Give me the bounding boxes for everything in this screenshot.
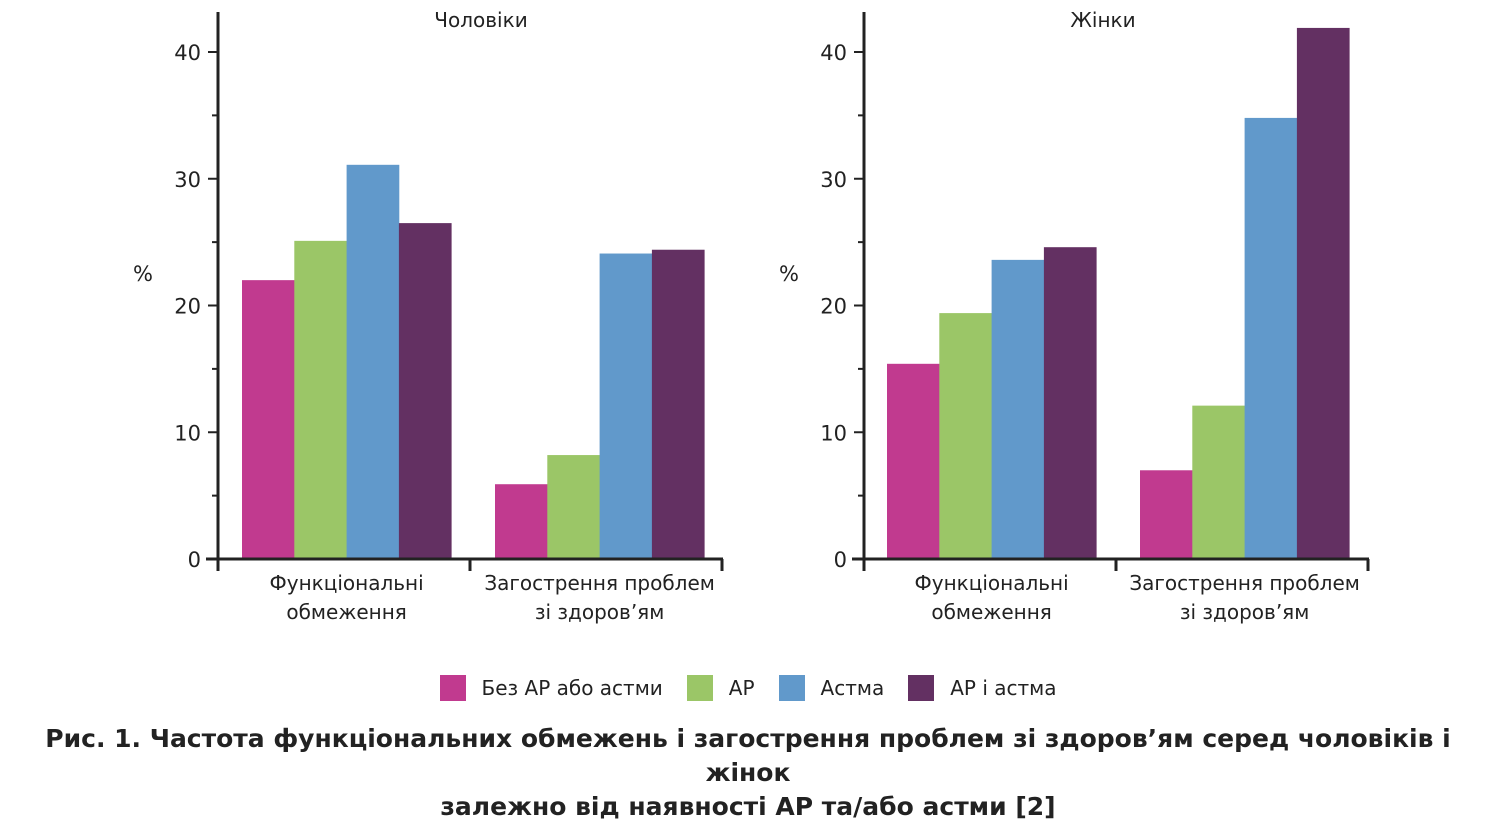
charts-canvas: 0 10 20 30 40 Функціональні обмеження Загострен… <box>133 8 1370 624</box>
category-label-women-health-exacerbation-line-1: Загострення проблем <box>1129 571 1360 595</box>
bar-men-health-exacerbation-no-ar-no-asthma <box>495 484 548 559</box>
figure-caption: Рис. 1. Частота функціональних обмежень … <box>0 722 1496 824</box>
chart-women: 0 10 20 30 40 Функціональні обмеження Загострен… <box>779 8 1370 624</box>
bar-men-health-exacerbation-ar <box>547 455 600 559</box>
bar-women-health-exacerbation-asthma <box>1244 117 1298 559</box>
y-tick-label-women-40: 40 <box>820 41 847 65</box>
y-tick-label-men-30: 30 <box>174 168 201 192</box>
category-label-men-functional-limitations-line-2: обмеження <box>286 600 406 624</box>
bar-women-health-exacerbation-no-ar-no-asthma <box>1140 470 1193 559</box>
category-label-women-health-exacerbation-line-2: зі здоров’ям <box>1180 600 1309 624</box>
legend-item-no-ar-no-asthma: Без АР або астми <box>439 675 663 701</box>
category-label-men-health-exacerbation-line-1: Загострення проблем <box>484 571 715 595</box>
bar-women-health-exacerbation-ar <box>1192 405 1245 559</box>
bar-women-functional-limitations-ar <box>939 313 992 559</box>
legend-swatch-asthma <box>778 675 805 701</box>
legend-swatch-ar-and-asthma <box>908 675 935 701</box>
legend-swatch-ar <box>686 675 713 701</box>
y-tick-label-men-10: 10 <box>174 421 201 445</box>
figure-caption-line-2: залежно від наявності АР та/або астми [2… <box>440 792 1056 821</box>
chart-title-men: Чоловіки <box>434 8 527 32</box>
y-tick-label-women-10: 10 <box>820 421 847 445</box>
category-label-women-functional-limitations-line-2: обмеження <box>931 600 1051 624</box>
y-tick-label-women-0: 0 <box>834 548 847 572</box>
category-label-women-functional-limitations-line-1: Функціональні <box>915 571 1069 595</box>
bar-men-functional-limitations-ar-and-asthma <box>398 223 452 560</box>
y-axis-label-women: % <box>779 262 799 286</box>
legend-label-asthma: Астма <box>820 676 885 700</box>
bar-women-functional-limitations-ar-and-asthma <box>1043 247 1097 559</box>
bar-men-functional-limitations-ar <box>294 240 347 560</box>
legend-label-ar: АР <box>728 676 755 700</box>
legend-label-ar-and-asthma: АР і астма <box>950 676 1057 700</box>
bar-men-health-exacerbation-asthma <box>599 253 653 559</box>
bar-men-functional-limitations-asthma <box>346 164 400 559</box>
category-label-men-functional-limitations-line-1: Функціональні <box>270 571 424 595</box>
y-tick-label-men-0: 0 <box>188 548 201 572</box>
y-axis-label-men: % <box>133 262 153 286</box>
category-label-men-health-exacerbation-line-2: зі здоров’ям <box>535 600 664 624</box>
legend-swatch-no-ar-no-asthma <box>439 675 466 701</box>
y-tick-label-women-20: 20 <box>820 295 847 319</box>
legend: Без АР або астми АР Астма АР і астма <box>0 670 1496 706</box>
chart-men: 0 10 20 30 40 Функціональні обмеження Загострен… <box>133 8 724 624</box>
legend-item-asthma: Астма <box>778 675 885 701</box>
figure-caption-line-1: Рис. 1. Частота функціональних обмежень … <box>45 724 1451 787</box>
y-tick-label-men-20: 20 <box>174 295 201 319</box>
y-tick-label-women-30: 30 <box>820 168 847 192</box>
y-tick-label-men-40: 40 <box>174 41 201 65</box>
bar-men-functional-limitations-no-ar-no-asthma <box>242 280 295 559</box>
bar-women-health-exacerbation-ar-and-asthma <box>1296 27 1350 560</box>
bar-women-functional-limitations-asthma <box>991 259 1045 559</box>
legend-item-ar: АР <box>686 675 755 701</box>
legend-item-ar-and-asthma: АР і астма <box>908 675 1056 701</box>
bar-men-health-exacerbation-ar-and-asthma <box>651 249 705 560</box>
chart-title-women: Жінки <box>1070 8 1135 32</box>
bar-women-functional-limitations-no-ar-no-asthma <box>887 363 940 559</box>
legend-label-no-ar-no-asthma: Без АР або астми <box>481 676 663 700</box>
